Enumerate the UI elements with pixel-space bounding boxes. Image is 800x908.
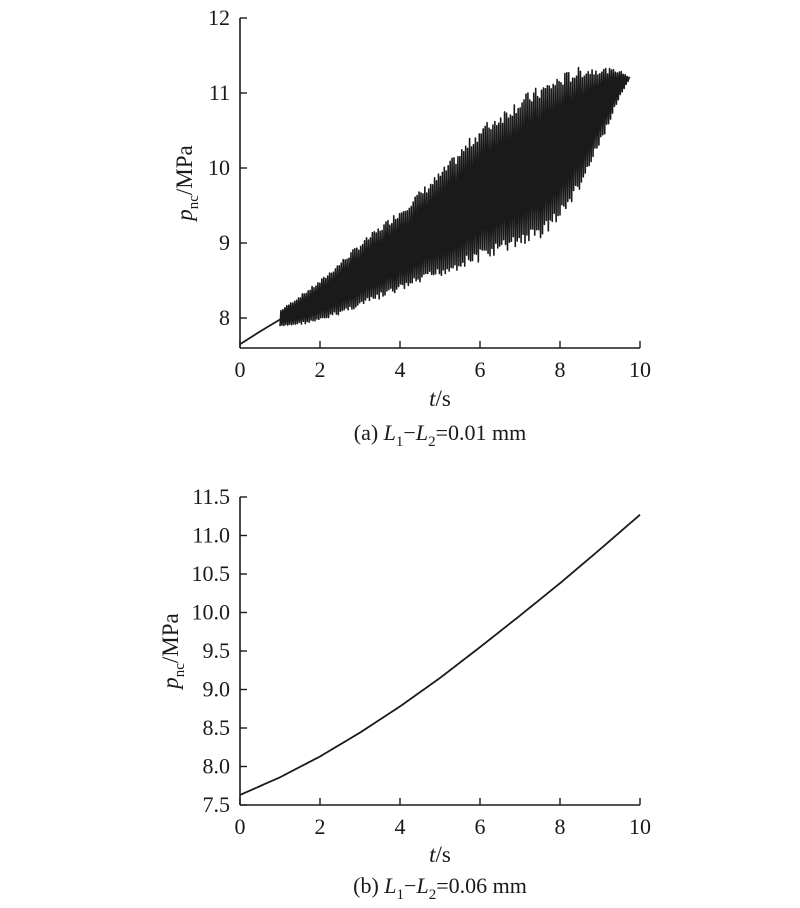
panel-b-x-axis-title: t/s xyxy=(429,842,451,867)
panel-b-y-tick-label: 11.5 xyxy=(192,484,230,509)
panel-b-caption-var2: L xyxy=(415,873,428,898)
panel-b-xlabel-var: t xyxy=(429,842,436,867)
panel-a-x-tick-label: 6 xyxy=(475,357,486,382)
panel-b-caption: (b) L1−L2=0.06 mm xyxy=(353,873,527,903)
panel-a-oscillation-line xyxy=(279,66,631,327)
panel-b-y-tick-label: 8.5 xyxy=(203,715,231,740)
panel-a-caption: (a) L1−L2=0.01 mm xyxy=(354,420,526,450)
panel-a-x-tick-label: 8 xyxy=(555,357,566,382)
panel-a-caption-prefix: (a) xyxy=(354,420,384,445)
panel-a-caption-suffix: =0.01 mm xyxy=(436,420,527,445)
panel-b-x-tick-label: 6 xyxy=(475,814,486,839)
panel-b-plot-area xyxy=(239,514,641,796)
panel-a-x-tick-label: 2 xyxy=(315,357,326,382)
panel-a-xlabel-unit: /s xyxy=(436,386,451,411)
panel-b-y-tick-label: 9.0 xyxy=(203,677,231,702)
panel-b-ylabel-sub: nc xyxy=(172,663,188,678)
panel-b-x-tick-label: 2 xyxy=(315,814,326,839)
panel-b-y-tick-label: 10.0 xyxy=(192,600,231,625)
panel-b-caption-var1: L xyxy=(383,873,396,898)
panel-b: 7.58.08.59.09.510.010.511.011.5 0 2 4 6 8 10 … xyxy=(158,484,651,903)
panel-b-caption-minus: − xyxy=(404,873,416,898)
panel-b-ylabel-var: p xyxy=(158,677,183,691)
panel-a-y-ticks: 8 9 10 11 12 xyxy=(208,5,247,330)
panel-a-xlabel-var: t xyxy=(429,386,436,411)
panel-b-x-tick-label: 8 xyxy=(555,814,566,839)
panel-b-ylabel-unit: /MPa xyxy=(158,613,183,663)
panel-a-ylabel-unit: /MPa xyxy=(172,145,197,195)
panel-a-y-axis-title: pnc/MPa xyxy=(172,145,202,223)
panel-b-y-tick-label: 9.5 xyxy=(203,638,231,663)
panel-a-x-ticks: 0 2 4 6 8 10 xyxy=(235,341,651,382)
panel-a-y-tick-label: 11 xyxy=(209,80,230,105)
panel-b-y-tick-label: 8.0 xyxy=(203,754,231,779)
panel-a-caption-minus: − xyxy=(403,420,415,445)
panel-a-y-tick-label: 12 xyxy=(208,5,230,30)
panel-b-x-tick-label: 4 xyxy=(395,814,406,839)
panel-b-caption-prefix: (b) xyxy=(353,873,384,898)
panel-a-caption-sub2: 2 xyxy=(428,434,436,450)
panel-b-y-ticks: 7.5 8.0 8.5 9.0 9.5 10.0 10.5 11.0 11.5 xyxy=(192,484,247,817)
panel-a-x-tick-label: 10 xyxy=(629,357,651,382)
panel-a-initial-line xyxy=(239,318,281,346)
panel-a-plot-area xyxy=(239,66,631,346)
panel-a-caption-sub1: 1 xyxy=(396,434,404,450)
panel-a-y-tick-label: 8 xyxy=(219,305,230,330)
panel-a-caption-var1: L xyxy=(383,420,396,445)
panel-b-y-tick-label: 7.5 xyxy=(203,792,231,817)
panel-a-x-axis-title: t/s xyxy=(429,386,451,411)
panel-a-x-tick-label: 4 xyxy=(395,357,406,382)
panel-b-x-ticks: 0 2 4 6 8 10 xyxy=(235,798,651,839)
panel-a-caption-var2: L xyxy=(415,420,428,445)
panel-a-y-tick-label: 9 xyxy=(219,230,230,255)
panel-b-caption-suffix: =0.06 mm xyxy=(436,873,527,898)
panel-b-caption-sub1: 1 xyxy=(397,887,405,903)
panel-b-y-tick-label: 10.5 xyxy=(192,561,231,586)
panel-b-y-tick-label: 11.0 xyxy=(192,523,230,548)
panel-b-caption-sub2: 2 xyxy=(429,887,437,903)
panel-b-xlabel-unit: /s xyxy=(436,842,451,867)
panel-b-y-axis-title: pnc/MPa xyxy=(158,613,188,691)
panel-a-ylabel-sub: nc xyxy=(186,195,202,210)
panel-b-x-tick-label: 10 xyxy=(629,814,651,839)
panel-a-ylabel-var: p xyxy=(172,209,197,223)
panel-b-series-line xyxy=(239,514,641,796)
panel-a-y-tick-label: 10 xyxy=(208,155,230,180)
panel-a-x-tick-label: 0 xyxy=(235,357,246,382)
panel-b-x-tick-label: 0 xyxy=(235,814,246,839)
